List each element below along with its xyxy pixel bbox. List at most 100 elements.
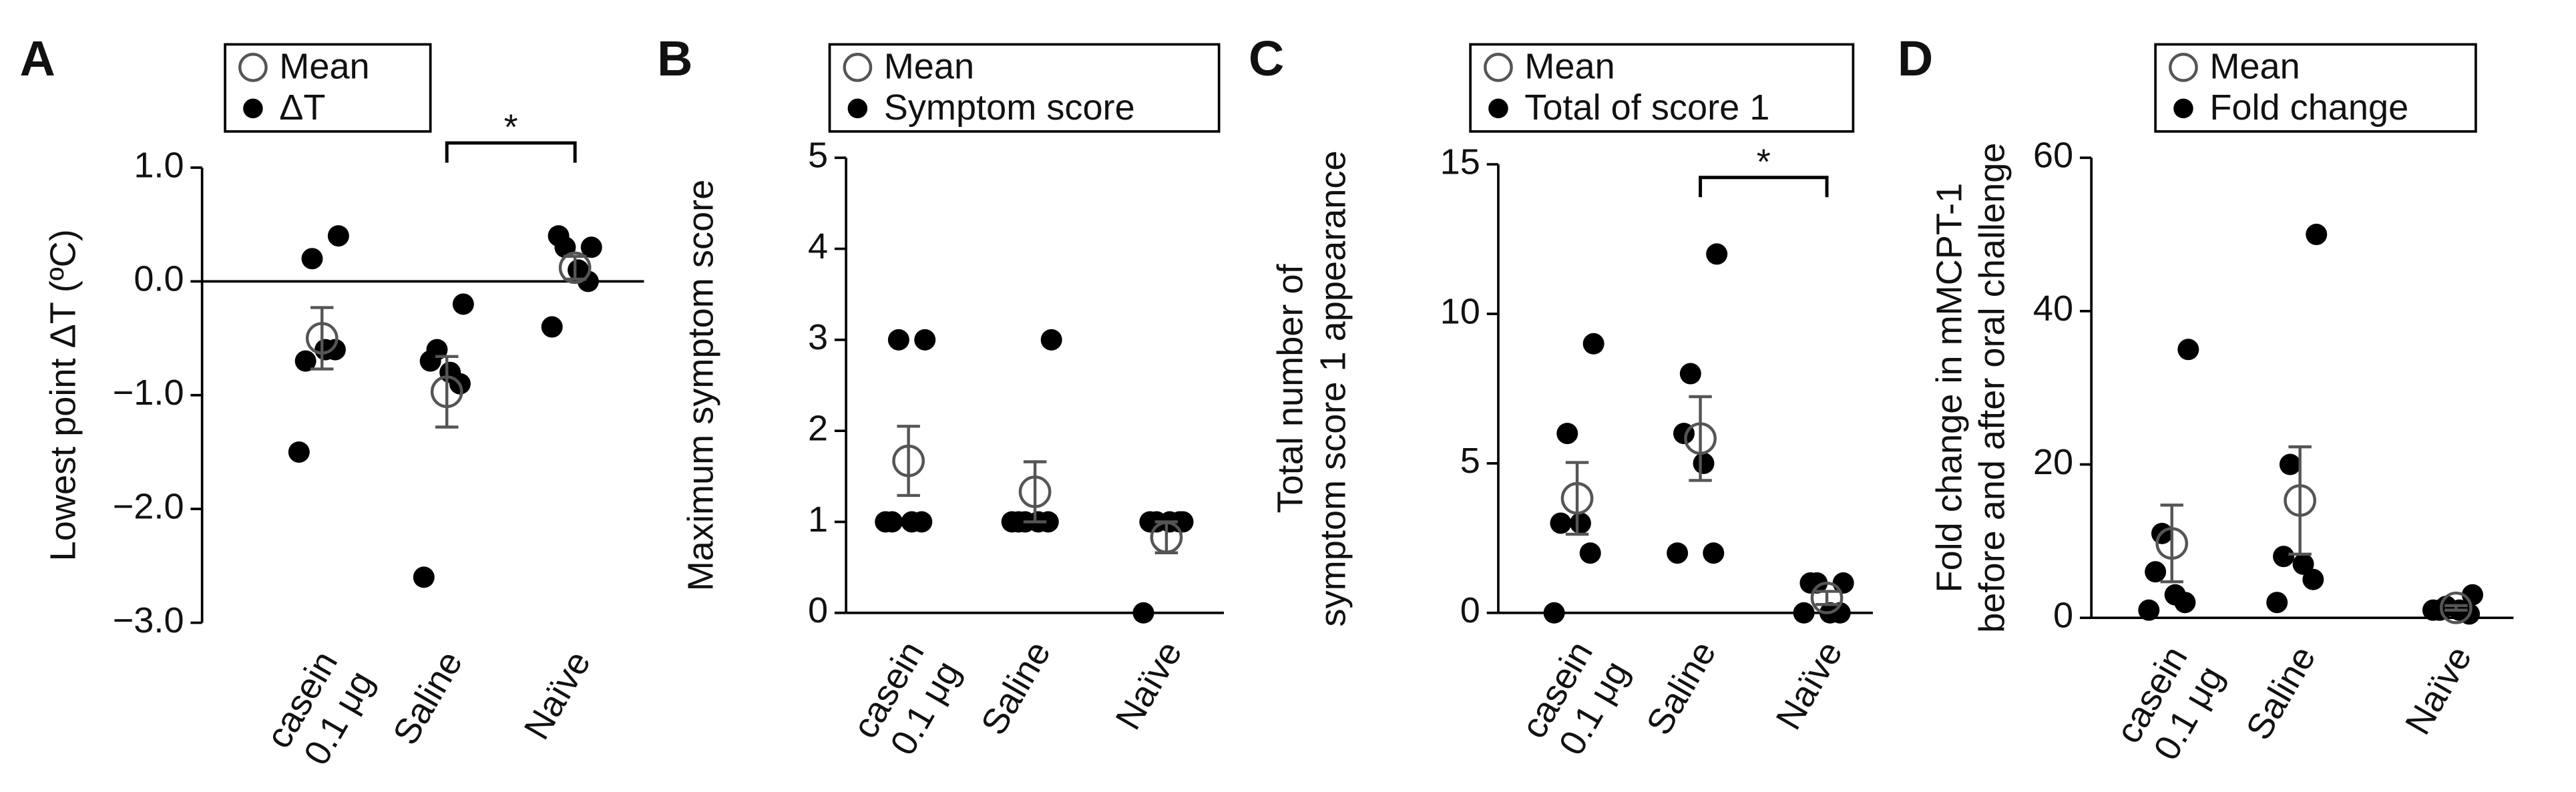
significance-label: * xyxy=(504,108,518,148)
data-point xyxy=(2273,546,2295,568)
y-tick-label: 20 xyxy=(2033,442,2073,482)
data-point xyxy=(1132,602,1154,624)
mean-marker xyxy=(305,322,339,355)
y-tick-label: 4 xyxy=(808,226,828,266)
legend-point-swatch xyxy=(2173,98,2193,119)
data-point xyxy=(541,316,563,338)
y-tick-label: 3 xyxy=(808,317,828,357)
data-point xyxy=(1829,602,1851,624)
data-point xyxy=(2138,599,2160,621)
y-axis-label: before and after oral challenge xyxy=(1972,143,2012,633)
legend-label: ΔT xyxy=(279,87,325,128)
y-tick-label: 0 xyxy=(808,590,828,630)
x-tick-label: Saline xyxy=(974,634,1058,741)
x-tick-label: Naïve xyxy=(1768,634,1850,736)
data-point xyxy=(2279,453,2301,475)
mean-marker xyxy=(2284,484,2317,517)
mean-marker xyxy=(892,444,925,477)
mean-marker xyxy=(1150,521,1183,554)
y-tick-label: 40 xyxy=(2033,288,2073,329)
legend-label: Mean xyxy=(884,47,974,87)
data-point xyxy=(1582,333,1604,355)
data-point xyxy=(2145,561,2167,583)
mean-marker xyxy=(1684,422,1717,455)
data-point xyxy=(875,511,897,533)
legend-point-swatch xyxy=(1488,98,1508,119)
x-tick-label: Naïve xyxy=(2398,640,2480,741)
data-point xyxy=(1679,363,1701,385)
data-point xyxy=(914,329,936,351)
data-point xyxy=(2306,224,2328,246)
y-tick-label: 60 xyxy=(2033,136,2073,176)
data-point xyxy=(1667,542,1689,564)
mean-marker xyxy=(1560,481,1594,515)
legend-label: Mean xyxy=(2209,47,2300,87)
data-point xyxy=(1037,511,1059,533)
data-point xyxy=(288,441,310,463)
x-tick-label: Saline xyxy=(1639,634,1723,741)
y-tick-label: 5 xyxy=(1460,441,1480,481)
data-point xyxy=(1040,329,1062,351)
y-tick-label: 10 xyxy=(1440,291,1480,331)
data-point xyxy=(2302,568,2324,590)
y-tick-label: 2 xyxy=(808,408,828,448)
y-tick-label: −1.0 xyxy=(113,373,184,413)
data-point xyxy=(1579,542,1601,564)
y-tick-label: −2.0 xyxy=(113,486,184,526)
mean-marker xyxy=(2440,591,2473,624)
data-point xyxy=(1543,602,1565,624)
y-axis-label: symptom score 1 appearance xyxy=(1313,150,1353,626)
y-tick-label: 15 xyxy=(1440,142,1480,182)
data-point xyxy=(2266,592,2288,614)
significance-bracket xyxy=(1699,176,1829,198)
data-point xyxy=(1001,511,1023,533)
mean-marker xyxy=(1018,475,1052,508)
error-bar xyxy=(2160,504,2183,584)
error-bar xyxy=(2288,445,2312,556)
data-point xyxy=(327,225,349,247)
legend-point-swatch xyxy=(243,98,263,119)
error-bar xyxy=(1689,395,1712,482)
data-point xyxy=(2174,592,2196,614)
error-bar xyxy=(310,306,334,371)
y-tick-label: 0.0 xyxy=(134,259,184,299)
legend-label: Total of score 1 xyxy=(1524,87,1769,128)
error-bar xyxy=(1565,461,1589,536)
y-tick-label: 1 xyxy=(808,500,828,540)
y-tick-label: 1.0 xyxy=(134,145,184,185)
data-point xyxy=(1706,243,1728,265)
y-tick-label: 0 xyxy=(1460,590,1480,630)
significance-bracket xyxy=(445,141,577,163)
x-tick-label: Saline xyxy=(2239,640,2324,747)
data-point xyxy=(1168,511,1191,533)
panel-label: A xyxy=(20,31,55,86)
data-point xyxy=(887,329,909,351)
data-point xyxy=(301,248,323,270)
error-bar xyxy=(1815,590,1839,606)
data-point xyxy=(1550,512,1572,534)
panel-label: D xyxy=(1898,31,1933,86)
data-point xyxy=(452,293,474,315)
data-point xyxy=(419,350,441,372)
data-point xyxy=(577,270,599,292)
data-point xyxy=(413,566,435,588)
x-tick-label: Naïve xyxy=(1108,634,1190,736)
legend-mean-swatch xyxy=(843,53,873,82)
data-point xyxy=(1693,452,1715,474)
y-tick-label: −3.0 xyxy=(113,600,184,640)
data-point xyxy=(548,225,570,247)
legend-label: Symptom score xyxy=(884,87,1135,128)
data-point xyxy=(1793,602,1815,624)
data-point xyxy=(324,339,346,361)
data-point xyxy=(1556,423,1578,445)
panel-label: B xyxy=(657,31,692,86)
legend-label: Mean xyxy=(1524,47,1615,87)
legend-point-swatch xyxy=(847,98,868,119)
error-bar xyxy=(1023,460,1047,524)
y-axis-label: Maximum symptom score xyxy=(680,180,720,592)
